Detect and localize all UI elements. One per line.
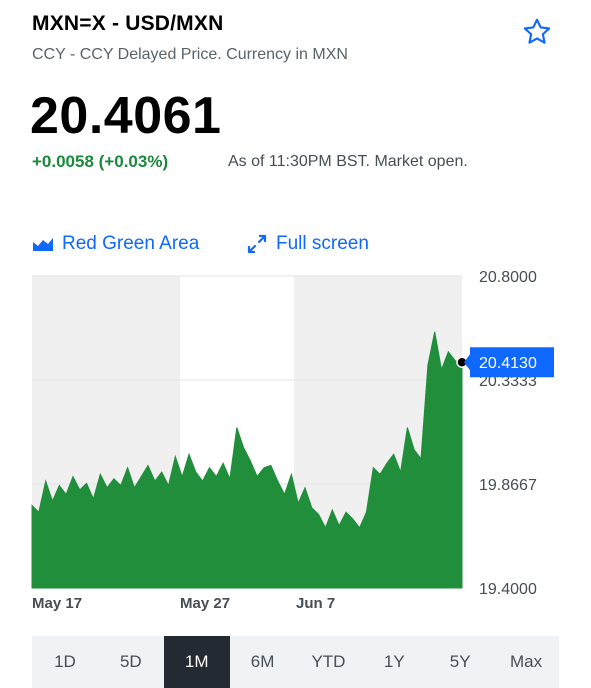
price-change: +0.0058 (+0.03%) — [32, 152, 169, 171]
range-button-5d[interactable]: 5D — [119, 652, 142, 671]
range-button-ytd[interactable]: YTD — [311, 652, 346, 671]
current-value-badge — [464, 347, 554, 378]
current-value-label: 20.4130 — [479, 355, 537, 372]
current-price: 20.4061 — [30, 87, 222, 145]
fullscreen-button[interactable]: Full screen — [246, 233, 369, 255]
range-button-1d[interactable]: 1D — [54, 652, 76, 671]
star-icon[interactable] — [521, 16, 553, 48]
expand-icon — [247, 234, 267, 254]
range-button-1y[interactable]: 1Y — [383, 652, 405, 671]
x-tick-label: May 17 — [32, 595, 83, 612]
x-tick-label: May 27 — [180, 595, 231, 612]
range-button-max[interactable]: Max — [510, 652, 543, 671]
price-chart[interactable]: 20.8000 20.3333 19.8667 19.4000 20.4130 — [0, 270, 591, 600]
range-button-5y[interactable]: 5Y — [449, 652, 471, 671]
fullscreen-label: Full screen — [276, 233, 369, 254]
y-tick-label: 19.8667 — [479, 477, 537, 494]
ticker-title: MXN=X - USD/MXN — [32, 12, 224, 35]
x-tick-label: Jun 7 — [296, 595, 336, 612]
chart-type-button[interactable]: Red Green Area — [32, 233, 199, 255]
y-tick-label: 20.8000 — [479, 270, 537, 286]
area-chart-icon — [33, 238, 53, 251]
area-series — [31, 331, 463, 589]
y-tick-label: 20.3333 — [479, 373, 537, 390]
range-selector: 1D 5D 1M 6M YTD 1Y 5Y Max — [32, 636, 559, 688]
chart-type-label: Red Green Area — [62, 233, 200, 254]
range-button-1m[interactable]: 1M — [163, 636, 230, 688]
market-status: As of 11:30PM BST. Market open. — [228, 153, 468, 170]
range-button-6m[interactable]: 6M — [250, 652, 275, 671]
quote-subtitle: CCY - CCY Delayed Price. Currency in MXN — [32, 46, 348, 63]
y-tick-label: 19.4000 — [479, 581, 537, 598]
